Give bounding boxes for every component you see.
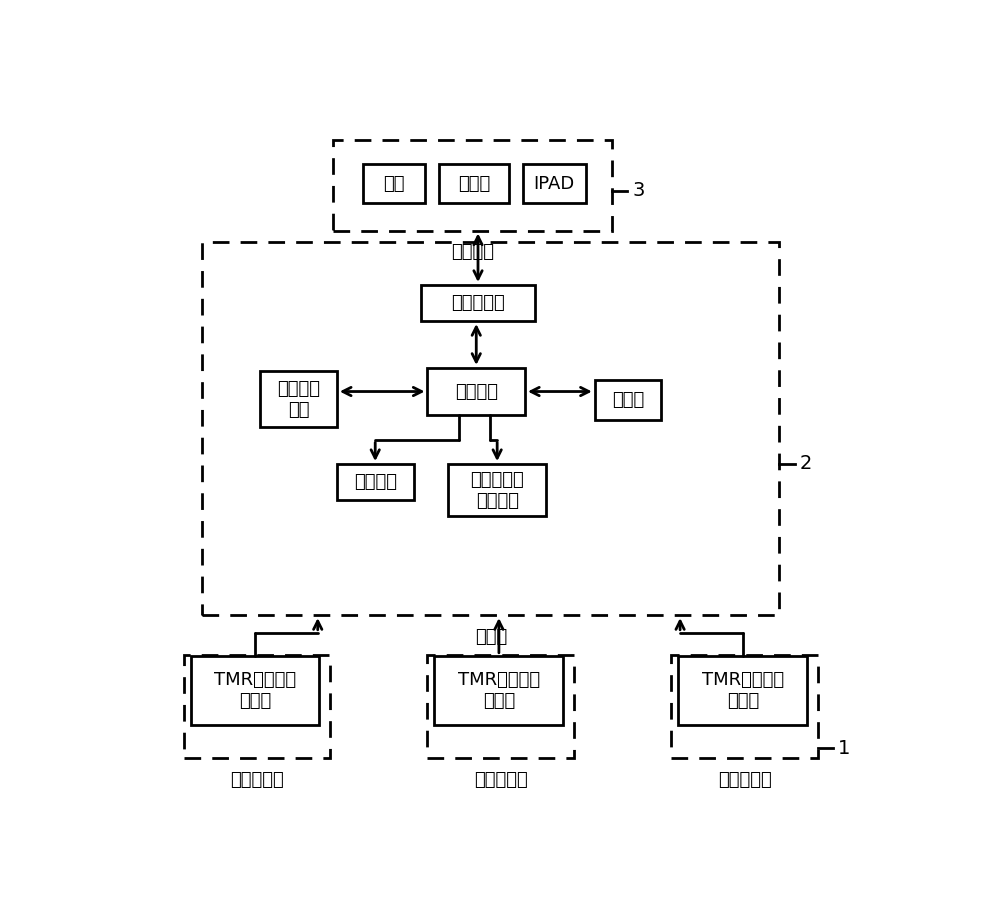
Bar (427, 655, 574, 758)
Bar (427, 367, 525, 415)
Bar (439, 165, 509, 203)
Bar (191, 655, 319, 725)
Bar (202, 243, 779, 615)
Text: 电流感测器: 电流感测器 (230, 771, 284, 788)
Text: 显示终端: 显示终端 (451, 243, 494, 261)
Text: 手机: 手机 (383, 175, 405, 193)
Text: 电流感测器: 电流感测器 (718, 771, 771, 788)
Text: TMR磁敏电流
传感器: TMR磁敏电流 传感器 (458, 672, 540, 710)
Text: 计算机: 计算机 (458, 175, 490, 193)
Bar (363, 165, 425, 203)
Text: IPAD: IPAD (534, 175, 575, 193)
Text: 2: 2 (800, 454, 812, 473)
Bar (337, 464, 414, 500)
Bar (184, 655, 330, 758)
Text: 采集器: 采集器 (475, 628, 507, 646)
Text: 电流感测器: 电流感测器 (474, 771, 528, 788)
Bar (678, 655, 807, 725)
Text: 就地显示屏: 就地显示屏 (451, 294, 505, 312)
Text: 边缘计算
终端: 边缘计算 终端 (277, 380, 320, 419)
Text: 数据库: 数据库 (612, 391, 644, 409)
Bar (260, 371, 337, 427)
Text: 主控单元: 主控单元 (455, 383, 498, 401)
Bar (671, 655, 818, 758)
Bar (434, 655, 563, 725)
Text: 3: 3 (632, 181, 645, 200)
Text: 模拟量数据
采集模块: 模拟量数据 采集模块 (470, 471, 524, 510)
Text: TMR磁敏电流
传感器: TMR磁敏电流 传感器 (214, 672, 296, 710)
Bar (595, 380, 661, 420)
Bar (333, 140, 612, 231)
Bar (523, 165, 586, 203)
Text: 电源模块: 电源模块 (354, 473, 397, 491)
Bar (421, 285, 535, 321)
Text: TMR磁敏电流
传感器: TMR磁敏电流 传感器 (702, 672, 784, 710)
Bar (448, 464, 546, 516)
Text: 1: 1 (838, 738, 850, 757)
